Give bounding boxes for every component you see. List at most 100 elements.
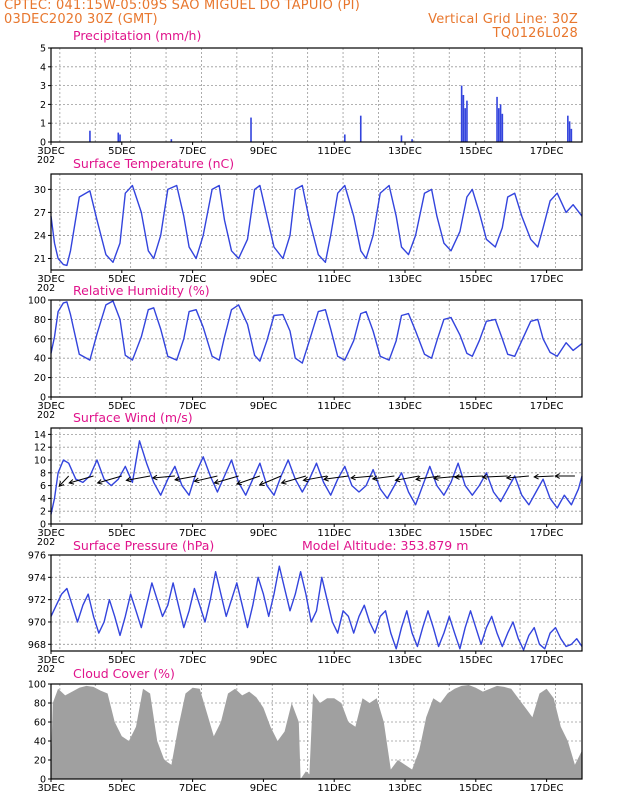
wind-arrow-shaft — [395, 475, 420, 481]
y-tick-label: 0 — [40, 393, 46, 404]
year-stub-label: 202 — [37, 283, 55, 294]
panel-4: 0 2 4 6 810 12 14 3DEC 5DEC 7DEC 9DEC 11DEC 13DEC 15D… — [34, 410, 583, 548]
x-tick-label: 17DEC — [530, 783, 564, 794]
wind-arrow-head — [505, 474, 512, 481]
x-tick-label: 11DEC — [317, 655, 351, 666]
x-tick-label: 7DEC — [179, 274, 206, 285]
y-tick-label: 1 — [40, 119, 46, 130]
cloud-area — [51, 685, 582, 779]
x-tick-label: 3DEC — [37, 783, 64, 794]
panel-6: 0 20 40 60 80 100 3DEC 5DEC 7DEC 9DEC 11DEC 13DEC 15… — [28, 666, 583, 794]
wind-arrow-shaft — [175, 475, 197, 481]
precip-bar — [344, 134, 346, 142]
x-tick-label: 3DEC — [37, 401, 64, 412]
y-tick-label: 12 — [34, 443, 46, 454]
y-tick-label: 40 — [34, 737, 46, 748]
wind-arrow-head — [174, 476, 180, 482]
panel-title: Surface Pressure (hPa) — [73, 538, 214, 553]
x-tick-label: 5DEC — [108, 274, 135, 285]
wind-arrow-shaft — [259, 475, 282, 486]
y-tick-label: 40 — [34, 354, 46, 365]
wind-arrow-head — [371, 475, 378, 482]
x-tick-label: 17DEC — [530, 401, 564, 412]
panel-title: Surface Temperature (nC) — [73, 156, 234, 171]
x-tick-label: 7DEC — [179, 528, 206, 539]
precip-bar — [89, 130, 91, 142]
year-stub-label: 202 — [37, 155, 55, 166]
wind-arrow-head — [125, 476, 132, 483]
x-tick-label: 13DEC — [388, 655, 422, 666]
wind-arrow-head — [213, 479, 220, 485]
y-tick-label: 20 — [34, 373, 46, 384]
y-tick-label: 0 — [40, 138, 46, 149]
x-tick-label: 13DEC — [388, 401, 422, 412]
station-title: CPTEC: 041:15W-05:09S SAO MIGUEL DO TAPU… — [4, 0, 360, 13]
y-tick-label: 4 — [40, 62, 46, 73]
x-tick-label: 5DEC — [108, 146, 135, 157]
y-tick-label: 5 — [40, 44, 46, 55]
y-tick-label: 20 — [34, 756, 46, 767]
x-tick-label: 3DEC — [37, 146, 64, 157]
x-tick-label: 13DEC — [388, 528, 422, 539]
model-altitude-label: Model Altitude: 353.879 m — [302, 538, 468, 553]
y-tick-label: 60 — [34, 718, 46, 729]
series-line — [50, 184, 583, 267]
y-tick-label: 27 — [34, 208, 46, 219]
year-stub-label: 202 — [37, 664, 55, 675]
x-tick-label: 15DEC — [459, 783, 493, 794]
precip-bar — [496, 96, 498, 142]
panel-frame — [50, 683, 583, 780]
wind-arrow-shaft — [236, 475, 261, 485]
y-tick-label: 0 — [40, 775, 46, 786]
x-tick-label: 17DEC — [530, 528, 564, 539]
grid-line-note: Vertical Grid Line: 30Z — [428, 12, 578, 27]
y-tick-label: 8 — [40, 468, 46, 479]
panel-frame — [50, 47, 583, 143]
wind-arrow-shaft — [58, 475, 70, 487]
y-tick-label: 10 — [34, 456, 46, 467]
y-tick-label: 30 — [34, 185, 46, 196]
x-tick-label: 11DEC — [317, 274, 351, 285]
y-tick-label: 974 — [28, 573, 46, 584]
precip-bar — [170, 139, 173, 142]
wind-arrow-head — [68, 479, 75, 485]
y-tick-label: 2 — [40, 100, 46, 111]
wind-arrow-shaft — [454, 475, 483, 478]
precip-bar — [462, 95, 465, 142]
panel-5: 968 970 972 974 976 3DEC 5DEC 7DEC 9DEC 11DEC 13DE… — [28, 538, 583, 675]
x-tick-label: 5DEC — [108, 655, 135, 666]
wind-arrow-head — [258, 480, 265, 486]
x-tick-label: 17DEC — [530, 274, 564, 285]
wind-arrow-shaft — [152, 475, 175, 479]
y-tick-label: 2 — [40, 507, 46, 518]
precip-bar — [460, 85, 463, 142]
precip-bar — [499, 104, 502, 142]
x-tick-label: 15DEC — [459, 655, 493, 666]
x-tick-label: 3DEC — [37, 655, 64, 666]
precip-bar — [400, 135, 403, 142]
wind-arrow-head — [481, 474, 488, 480]
x-tick-label: 5DEC — [108, 528, 135, 539]
x-tick-label: 9DEC — [250, 146, 277, 157]
panel-frame — [50, 299, 583, 398]
y-tick-label: 6 — [40, 481, 46, 492]
x-tick-label: 13DEC — [388, 783, 422, 794]
y-tick-label: 3 — [40, 81, 46, 92]
panel-title: Surface Wind (m/s) — [73, 410, 193, 425]
x-tick-label: 5DEC — [108, 401, 135, 412]
x-tick-label: 9DEC — [250, 655, 277, 666]
wind-arrow-head — [96, 479, 103, 485]
model-id: TQ0126L028 — [492, 26, 578, 41]
x-tick-label: 9DEC — [250, 528, 277, 539]
wind-arrow-head — [415, 475, 421, 482]
wind-arrow-head — [322, 475, 329, 482]
x-tick-label: 7DEC — [179, 146, 206, 157]
year-stub-label: 202 — [37, 410, 55, 421]
x-tick-label: 15DEC — [459, 274, 493, 285]
wind-arrow-shaft — [534, 475, 554, 478]
wind-arrow-head — [433, 475, 439, 481]
precip-bar — [567, 115, 569, 142]
precip-bar — [119, 134, 121, 142]
panel-title: Precipitation (mm/h) — [73, 28, 201, 43]
x-tick-label: 11DEC — [317, 528, 351, 539]
